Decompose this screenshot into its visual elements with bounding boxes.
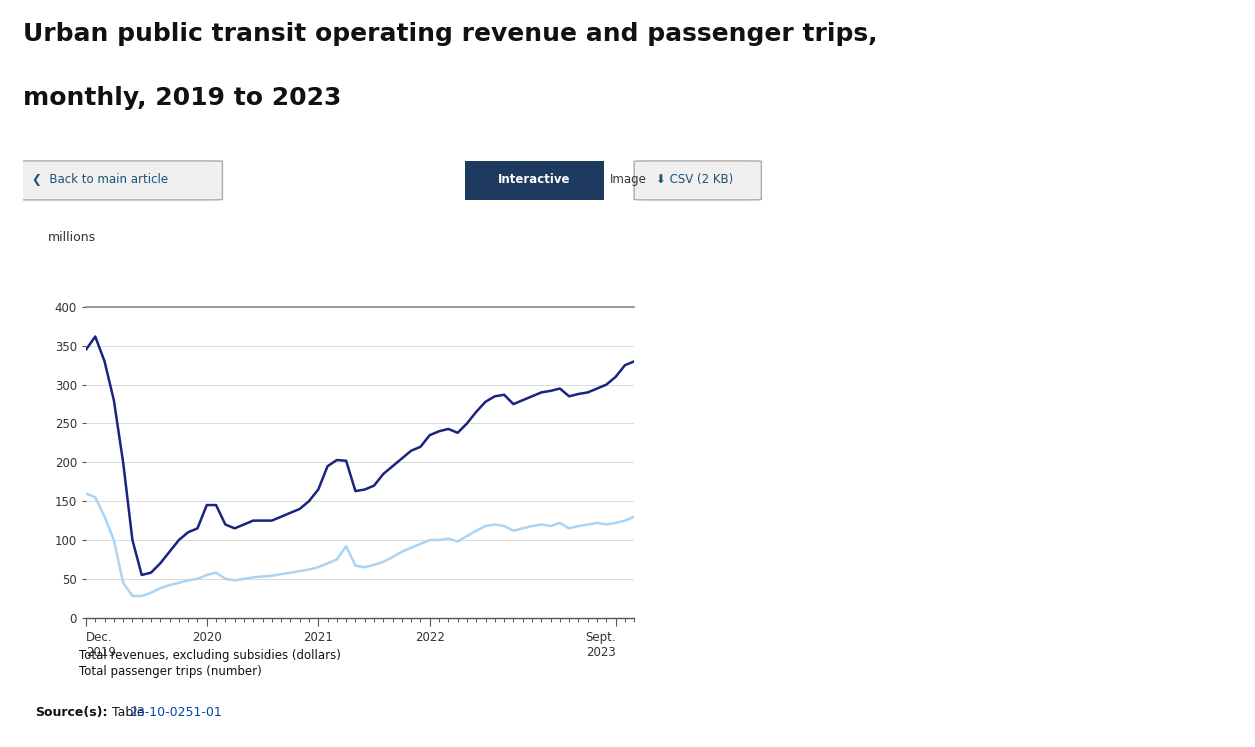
Text: monthly, 2019 to 2023: monthly, 2019 to 2023 [23,86,341,110]
Text: ⬇ CSV (2 KB): ⬇ CSV (2 KB) [656,173,733,186]
Text: Interactive: Interactive [498,173,571,186]
Text: Total passenger trips (number): Total passenger trips (number) [79,666,262,678]
Text: ❮  Back to main article: ❮ Back to main article [33,173,168,186]
Text: Total revenues, excluding subsidies (dollars): Total revenues, excluding subsidies (dol… [79,649,341,662]
Text: 23-10-0251-01: 23-10-0251-01 [129,706,222,719]
Text: Source(s):: Source(s): [35,706,108,719]
Text: .: . [217,706,221,719]
FancyBboxPatch shape [10,161,222,200]
Text: Image: Image [610,173,646,186]
Text: Urban public transit operating revenue and passenger trips,: Urban public transit operating revenue a… [23,22,877,46]
Text: millions: millions [48,231,97,244]
FancyBboxPatch shape [464,161,604,200]
Text: Table: Table [104,706,148,719]
FancyBboxPatch shape [634,161,762,200]
